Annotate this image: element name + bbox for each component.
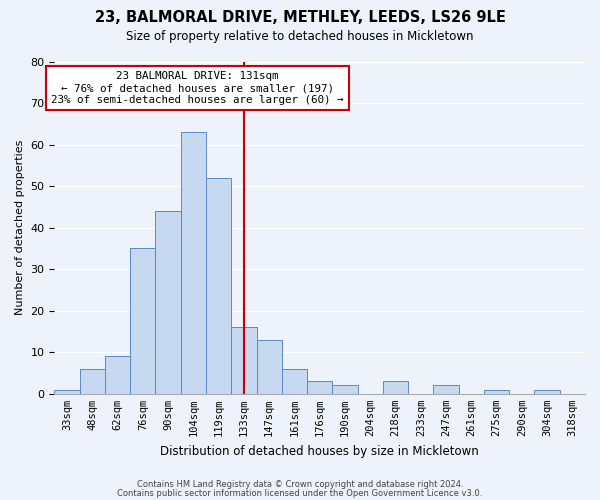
Text: Size of property relative to detached houses in Mickletown: Size of property relative to detached ho…	[126, 30, 474, 43]
Bar	[155, 211, 181, 394]
Bar	[433, 386, 458, 394]
Bar	[130, 248, 155, 394]
Bar	[231, 328, 257, 394]
Bar	[257, 340, 282, 394]
Bar	[181, 132, 206, 394]
Bar	[206, 178, 231, 394]
Text: Contains public sector information licensed under the Open Government Licence v3: Contains public sector information licen…	[118, 488, 482, 498]
Bar	[282, 369, 307, 394]
Bar	[55, 390, 80, 394]
Text: Contains HM Land Registry data © Crown copyright and database right 2024.: Contains HM Land Registry data © Crown c…	[137, 480, 463, 489]
Bar	[80, 369, 105, 394]
Text: 23 BALMORAL DRIVE: 131sqm
← 76% of detached houses are smaller (197)
23% of semi: 23 BALMORAL DRIVE: 131sqm ← 76% of detac…	[52, 72, 344, 104]
Text: 23, BALMORAL DRIVE, METHLEY, LEEDS, LS26 9LE: 23, BALMORAL DRIVE, METHLEY, LEEDS, LS26…	[95, 10, 505, 25]
Bar	[484, 390, 509, 394]
Bar	[332, 386, 358, 394]
Y-axis label: Number of detached properties: Number of detached properties	[15, 140, 25, 316]
Bar	[383, 382, 408, 394]
Bar	[307, 382, 332, 394]
X-axis label: Distribution of detached houses by size in Mickletown: Distribution of detached houses by size …	[160, 444, 479, 458]
Bar	[105, 356, 130, 394]
Bar	[535, 390, 560, 394]
